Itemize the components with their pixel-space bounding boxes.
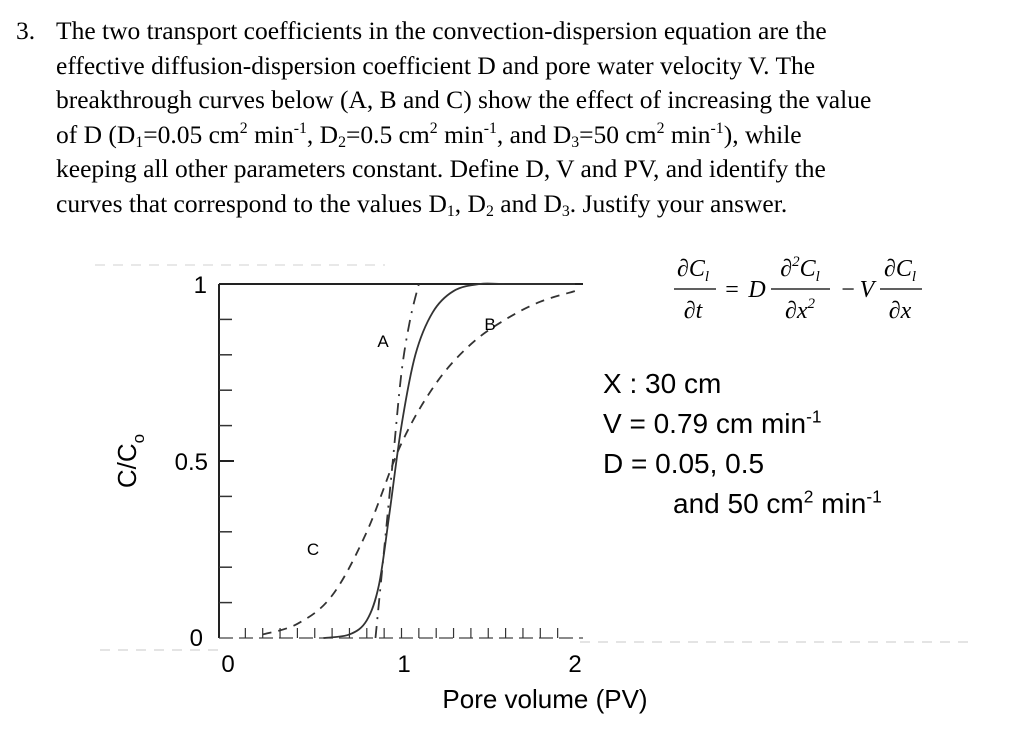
parameters-block: X : 30 cm V = 0.79 cm min-1 D = 0.05, 0.…: [603, 364, 882, 524]
y-tick-label-1: 1: [194, 272, 207, 299]
curve-label-b: B: [484, 315, 495, 334]
x-tick-label-2: 2: [568, 651, 581, 678]
curve-a: [323, 282, 575, 639]
question-line-3: breakthrough curves below (A, B and C) s…: [56, 85, 872, 114]
x-tick-label-1: 1: [397, 651, 410, 678]
curve-label-c: C: [307, 540, 319, 559]
x-axis-label: Pore volume (PV): [442, 684, 647, 714]
curve-c: [262, 290, 576, 636]
y-minor-ticks: [219, 318, 232, 604]
svg-text:D: D: [747, 277, 765, 303]
curve-b: [374, 283, 420, 639]
x-tick-label-0: 0: [221, 651, 234, 678]
question-line-4: of D (D1=0.05 cm2 min-1, D2=0.5 cm2 min-…: [56, 119, 802, 151]
y-axis-label: C/Co: [112, 434, 148, 488]
svg-text:∂t: ∂t: [684, 298, 704, 324]
plot-axes: [218, 283, 583, 639]
svg-text:∂Cl: ∂Cl: [677, 256, 709, 285]
curve-label-a: A: [377, 332, 389, 351]
param-d: D = 0.05, 0.5: [603, 448, 765, 479]
param-v: V = 0.79 cm min-1: [603, 406, 822, 439]
y-tick-label-0-5: 0.5: [175, 449, 208, 476]
svg-text:∂Cl: ∂Cl: [884, 256, 916, 285]
param-x: X : 30 cm: [603, 368, 722, 399]
question-line-5: keeping all other parameters constant. D…: [56, 154, 826, 183]
svg-text:C/Co: C/Co: [112, 434, 148, 488]
svg-text:∂x2: ∂x2: [785, 296, 816, 324]
y-tick-label-0: 0: [190, 625, 203, 652]
question-number: 3.: [16, 16, 36, 45]
svg-text:V: V: [860, 277, 877, 303]
svg-text:∂2Cl: ∂2Cl: [780, 254, 820, 285]
svg-text:∂x: ∂x: [889, 298, 912, 324]
question-line-1: The two transport coefficients in the co…: [56, 16, 827, 45]
question-line-6: curves that correspond to the values D1,…: [56, 188, 788, 220]
question-line-2: effective diffusion-dispersion coefficie…: [56, 50, 816, 80]
x-minor-ticks: [244, 628, 559, 638]
curves: [262, 282, 576, 639]
svg-text:=: =: [725, 277, 739, 303]
param-d-cont: and 50 cm2 min-1: [673, 486, 882, 519]
svg-text:−: −: [841, 277, 855, 303]
cde-equation: ∂Cl ∂t = D ∂2Cl ∂x2 − V ∂Cl ∂x: [674, 254, 922, 324]
